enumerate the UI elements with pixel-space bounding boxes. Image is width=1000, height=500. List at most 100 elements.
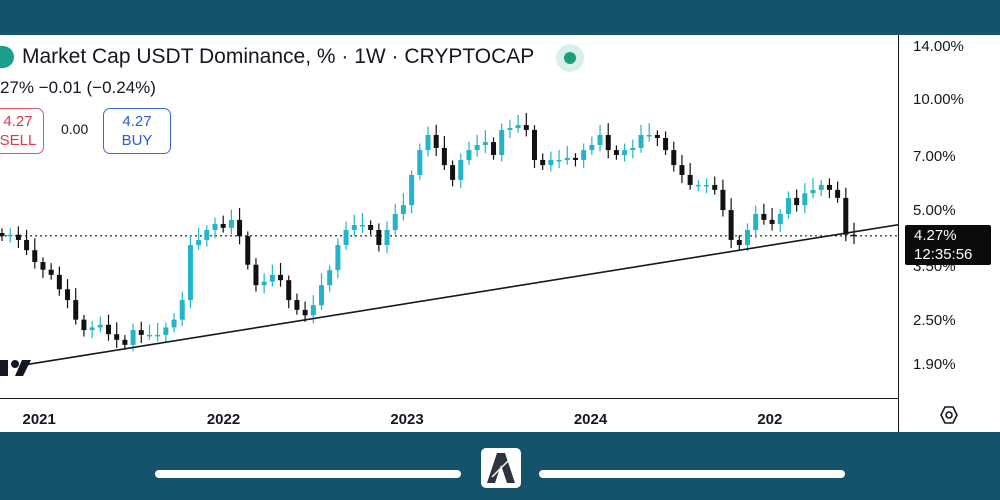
candle-body <box>835 189 841 198</box>
candle-body <box>138 330 144 335</box>
y-tick-label: 14.00% <box>913 38 964 55</box>
divider-right <box>539 470 845 478</box>
candle-body <box>523 125 529 130</box>
candle-body <box>32 250 38 263</box>
candle-body <box>851 234 857 237</box>
candle-body <box>466 150 472 160</box>
candle-body <box>548 159 554 166</box>
candle-body <box>654 134 660 138</box>
candle-body <box>745 229 750 246</box>
candle-body <box>89 327 95 331</box>
candle-body <box>704 184 710 187</box>
x-tick-label: 2024 <box>573 411 608 428</box>
candle-body <box>695 184 701 187</box>
candle-body <box>491 142 497 155</box>
candle-body <box>564 157 570 160</box>
candle-body <box>220 223 226 228</box>
sell-price: 4.27 <box>3 113 33 130</box>
sell-button[interactable]: 4.27 SELL <box>0 108 44 154</box>
x-tick-label: 2023 <box>390 411 424 428</box>
chart-title: Market Cap USDT Dominance, % · 1W · CRYP… <box>0 45 534 69</box>
divider-left <box>155 470 461 478</box>
candle-body <box>73 300 79 320</box>
candle-body <box>376 229 382 246</box>
candle-body <box>409 174 415 206</box>
candle-body <box>294 300 300 310</box>
buy-label: BUY <box>121 132 153 149</box>
candle-body <box>40 262 46 270</box>
last-price-label: 4.27% 12:35:56 <box>905 225 991 265</box>
candle-body <box>81 319 87 331</box>
y-tick-label: 10.00% <box>913 91 964 109</box>
candle-body <box>638 134 644 148</box>
candle-body <box>736 239 742 246</box>
candle-body <box>204 229 210 240</box>
candle-body <box>613 150 619 155</box>
candle-body <box>622 150 628 155</box>
candle-body <box>646 134 652 137</box>
candle-body <box>343 229 349 246</box>
x-tick-label: 2022 <box>206 411 241 428</box>
candle-body <box>146 334 152 337</box>
candle-body <box>687 174 693 185</box>
price-chart[interactable] <box>0 35 898 398</box>
bottom-bar <box>0 432 1000 500</box>
candle-body <box>482 142 488 145</box>
y-tick-label: 7.00% <box>913 148 956 166</box>
candle-body <box>785 197 791 214</box>
candle-body <box>56 274 62 290</box>
candle-body <box>671 150 677 166</box>
candle-body <box>106 324 111 335</box>
price-change: 27% −0.01 (−0.24%) <box>0 78 156 97</box>
top-bar <box>0 0 1000 35</box>
candle-body <box>712 184 718 190</box>
settings-icon[interactable] <box>939 405 959 425</box>
price-axis[interactable]: 1.90% 2.50% 3.50% 5.00% 7.00% 10.00% 14.00% 4.… <box>898 35 1000 432</box>
candle-body <box>327 270 333 286</box>
candle-body <box>802 193 808 206</box>
candle-body <box>114 334 120 340</box>
candle-body <box>400 205 406 214</box>
candle-body <box>433 134 439 148</box>
candle-body <box>237 219 243 237</box>
candle-body <box>24 239 30 251</box>
candle-body <box>163 327 169 335</box>
candle-body <box>507 128 513 130</box>
y-tick-label: 5.00% <box>913 201 956 219</box>
candle-body <box>753 213 759 230</box>
candle-body <box>228 219 234 228</box>
candle-body <box>679 165 685 175</box>
candle-body <box>359 225 365 227</box>
candle-body <box>458 159 464 180</box>
time-axis[interactable]: 2021 2022 2023 2024 202 <box>0 398 898 432</box>
candle-body <box>597 134 603 145</box>
symbol-title[interactable]: Market Cap USDT Dominance, % · 1W · CRYP… <box>22 45 535 68</box>
buy-button[interactable]: 4.27 BUY <box>103 108 171 154</box>
candle-body <box>761 213 767 220</box>
candle-body <box>728 210 734 240</box>
candle-body <box>441 147 447 166</box>
tradingview-logo-icon <box>0 360 31 376</box>
candle-body <box>474 144 480 151</box>
chart-panel[interactable]: Market Cap USDT Dominance, % · 1W · CRYP… <box>0 35 1000 432</box>
candle-body <box>310 305 316 316</box>
candle-body <box>286 280 292 301</box>
candle-body <box>843 197 849 235</box>
candle-body <box>351 225 357 230</box>
brand-logo-icon <box>481 448 521 488</box>
candle-body <box>7 234 13 237</box>
candle-body <box>278 274 284 281</box>
candle-body <box>777 213 783 224</box>
candle-body <box>130 330 136 345</box>
market-status-icon[interactable] <box>556 44 584 72</box>
sell-label: SELL <box>0 132 37 149</box>
candle-body <box>368 225 374 230</box>
candle-body <box>572 157 578 160</box>
candle-body <box>605 134 611 151</box>
candle-body <box>384 229 390 246</box>
candle-body <box>335 245 341 271</box>
candle-body <box>65 289 71 301</box>
candle-body <box>15 234 21 240</box>
bar-countdown: 12:35:56 <box>914 246 973 263</box>
candle-body <box>540 159 546 166</box>
